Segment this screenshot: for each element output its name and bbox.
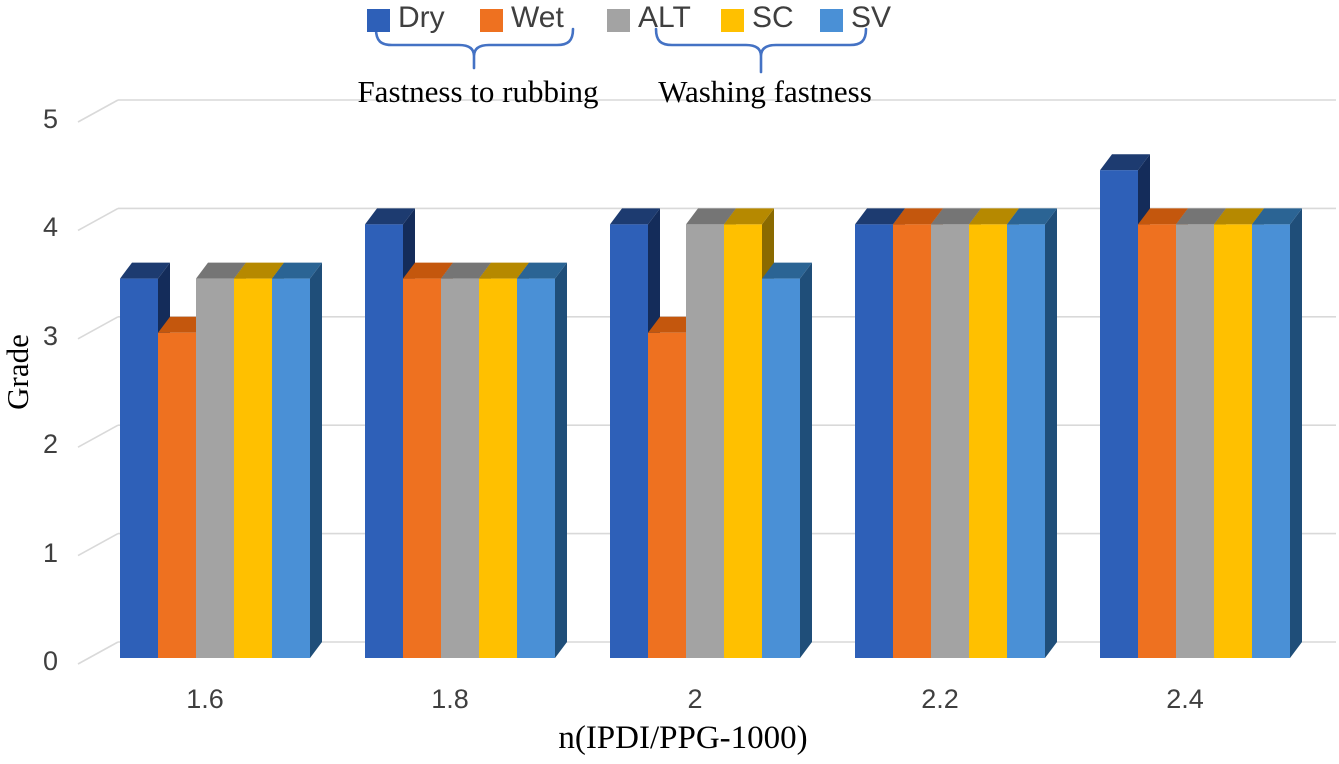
x-tick-label-2.2: 2.2 (921, 684, 959, 714)
y-tick-label-1: 1 (42, 537, 58, 568)
y-grid-tick-connector (77, 99, 119, 123)
annotation-washing-fastness: Washing fastness (658, 74, 872, 109)
bar-sv-2 (762, 262, 812, 658)
y-grid-tick-connector (77, 207, 119, 232)
y-grid-tick-connector (77, 316, 119, 340)
legend-brace-rubbing (374, 27, 575, 70)
x-axis-title: n(IPDI/PPG-1000) (558, 720, 808, 756)
legend-item-sc: SC (721, 2, 794, 34)
legend-item-wet: Wet (480, 2, 564, 34)
y-tick-label-5: 5 (42, 104, 58, 134)
legend-item-sv: SV (820, 2, 891, 34)
legend-swatch-alt (607, 8, 630, 32)
legend-swatch-wet (480, 8, 503, 32)
y-tick-label-2: 2 (42, 429, 58, 460)
y-grid-tick-connector (77, 424, 119, 448)
bar-sv-1.8 (517, 262, 567, 658)
bar-sv-1.6 (272, 262, 322, 658)
legend-label-sc: SC (752, 1, 794, 34)
y-tick-label-4: 4 (42, 212, 58, 243)
legend-swatch-sc (721, 8, 744, 32)
x-tick-label-1.8: 1.8 (431, 684, 469, 714)
y-grid-tick-connector (77, 532, 119, 557)
legend-label-alt: ALT (638, 1, 691, 34)
legend-item-dry: Dry (367, 2, 445, 34)
x-tick-label-2: 2 (687, 684, 703, 714)
chart-legend: Dry Wet ALT SC SV (0, 0, 1339, 36)
legend-label-dry: Dry (398, 1, 445, 34)
legend-item-alt: ALT (607, 2, 691, 34)
x-tick-label-1.6: 1.6 (186, 684, 224, 714)
legend-swatch-sv (820, 8, 843, 32)
y-grid-tick-connector (77, 641, 119, 665)
legend-brace-washing (654, 27, 868, 74)
y-tick-label-0: 0 (42, 646, 58, 676)
y-tick-label-3: 3 (42, 320, 58, 351)
bar-sv-2.2 (1007, 208, 1057, 658)
legend-label-sv: SV (851, 1, 892, 34)
annotation-fastness-to-rubbing: Fastness to rubbing (357, 74, 599, 109)
bar-sv-2.4 (1252, 208, 1302, 658)
x-tick-label-2.4: 2.4 (1166, 684, 1204, 714)
legend-swatch-dry (367, 8, 390, 32)
legend-label-wet: Wet (511, 1, 564, 34)
